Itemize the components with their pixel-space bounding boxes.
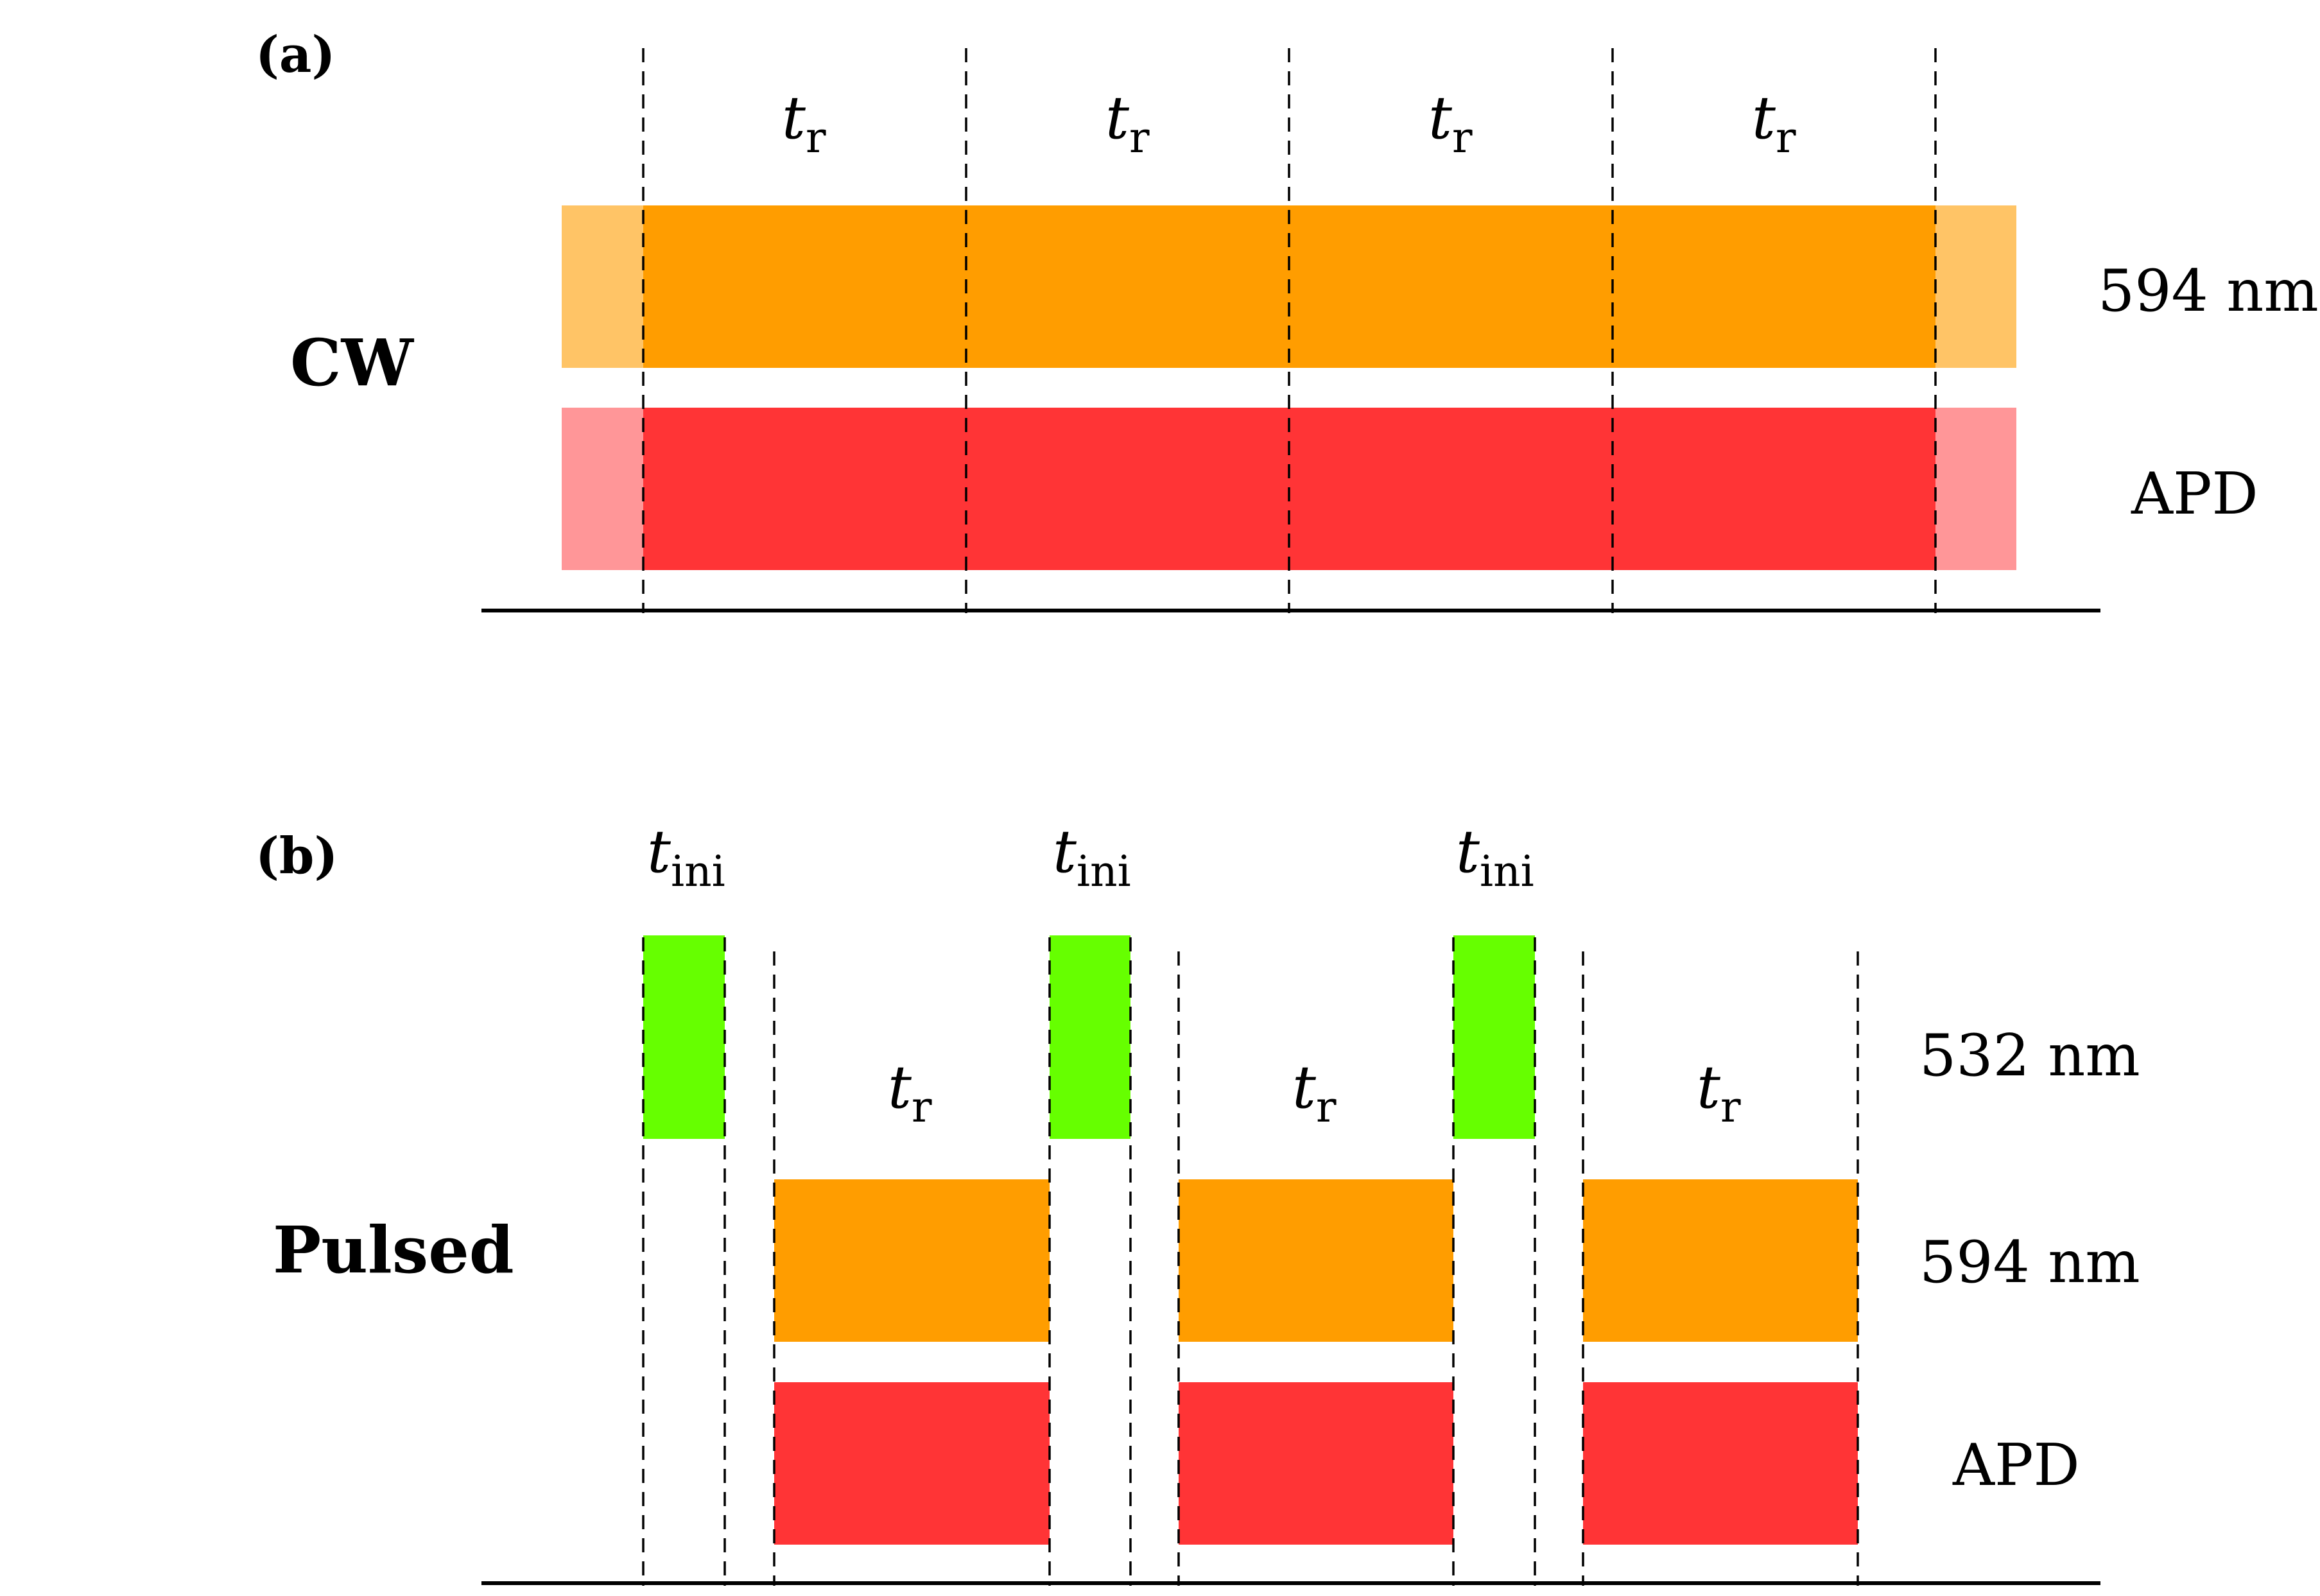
cw-tr-label-4: tr: [1752, 83, 1796, 162]
cw-tr-label-1: tr: [782, 83, 826, 162]
cw-594nm-track: 594 nm: [562, 205, 2319, 368]
pulsed-readout-labels: tr tr tr: [888, 1053, 1741, 1132]
pulsed-tr-label-3: tr: [1697, 1053, 1741, 1132]
panel-b: (b) Pulsed 532 nm 594 nm APD: [255, 817, 2140, 1586]
cw-interval-labels: tr tr tr tr: [782, 83, 1796, 162]
pulsed-594nm-label: 594 nm: [1919, 1229, 2140, 1296]
pulsed-apd-track: APD: [774, 1382, 2080, 1545]
cw-594nm-bar-lead: [562, 205, 643, 368]
panel-a: (a) CW 594 nm APD tr: [255, 26, 2319, 613]
tini-label-1: tini: [647, 817, 725, 896]
tini-label-2: tini: [1053, 817, 1131, 896]
readout-594-pulse-2: [1179, 1179, 1453, 1342]
tini-label-3: tini: [1456, 817, 1534, 896]
cw-apd-track: APD: [562, 408, 2258, 570]
cw-594nm-label: 594 nm: [2098, 257, 2319, 325]
pulsed-init-labels: tini tini tini: [647, 817, 1534, 896]
cw-apd-bar-tail: [1935, 408, 2016, 570]
pulsed-apd-label: APD: [1952, 1432, 2080, 1499]
pulsed-tr-label-1: tr: [888, 1053, 932, 1132]
panel-b-label: (b): [255, 827, 338, 885]
readout-apd-pulse-1: [774, 1382, 1050, 1545]
readout-594-pulse-1: [774, 1179, 1050, 1342]
pulsed-time-markers: [642, 937, 1859, 1586]
panel-a-label: (a): [255, 26, 335, 84]
pulsed-594nm-track: 594 nm: [774, 1179, 2140, 1342]
readout-apd-pulse-2: [1179, 1382, 1453, 1545]
readout-apd-pulse-3: [1583, 1382, 1858, 1545]
pulsed-mode-label: Pulsed: [273, 1212, 514, 1288]
readout-594-pulse-3: [1583, 1179, 1858, 1342]
init-pulse-3: [1453, 935, 1535, 1139]
cw-594nm-bar-tail: [1935, 205, 2016, 368]
cw-apd-bar-lead: [562, 408, 643, 570]
cw-apd-label: APD: [2131, 460, 2258, 528]
init-pulse-1: [643, 935, 725, 1139]
cw-tr-label-3: tr: [1428, 83, 1473, 162]
pulsed-tr-label-2: tr: [1292, 1053, 1337, 1132]
pulsed-532nm-label: 532 nm: [1919, 1022, 2140, 1089]
pulsed-532nm-track: 532 nm: [643, 935, 2140, 1139]
cw-time-markers: [642, 48, 1937, 613]
cw-tr-label-2: tr: [1105, 83, 1150, 162]
init-pulse-2: [1050, 935, 1130, 1139]
cw-mode-label: CW: [290, 325, 415, 401]
